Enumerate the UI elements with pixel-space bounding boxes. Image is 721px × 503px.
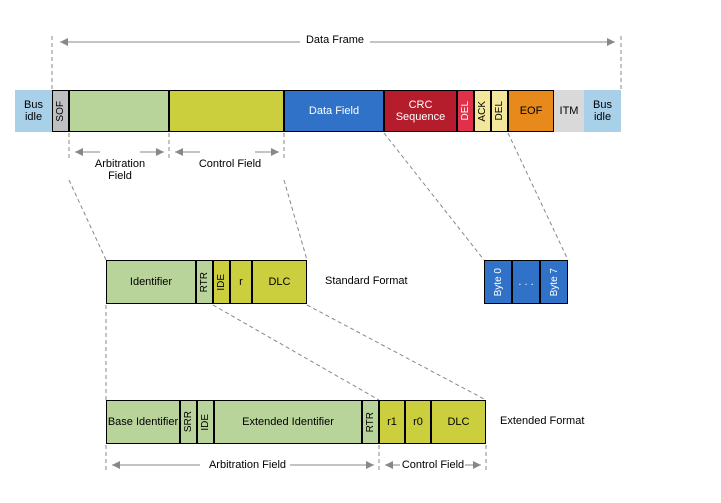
ext-control-field-label: Control Field xyxy=(398,459,468,471)
extended-brackets xyxy=(0,0,721,503)
ext-arbitration-field-label: Arbitration Field xyxy=(200,459,295,471)
